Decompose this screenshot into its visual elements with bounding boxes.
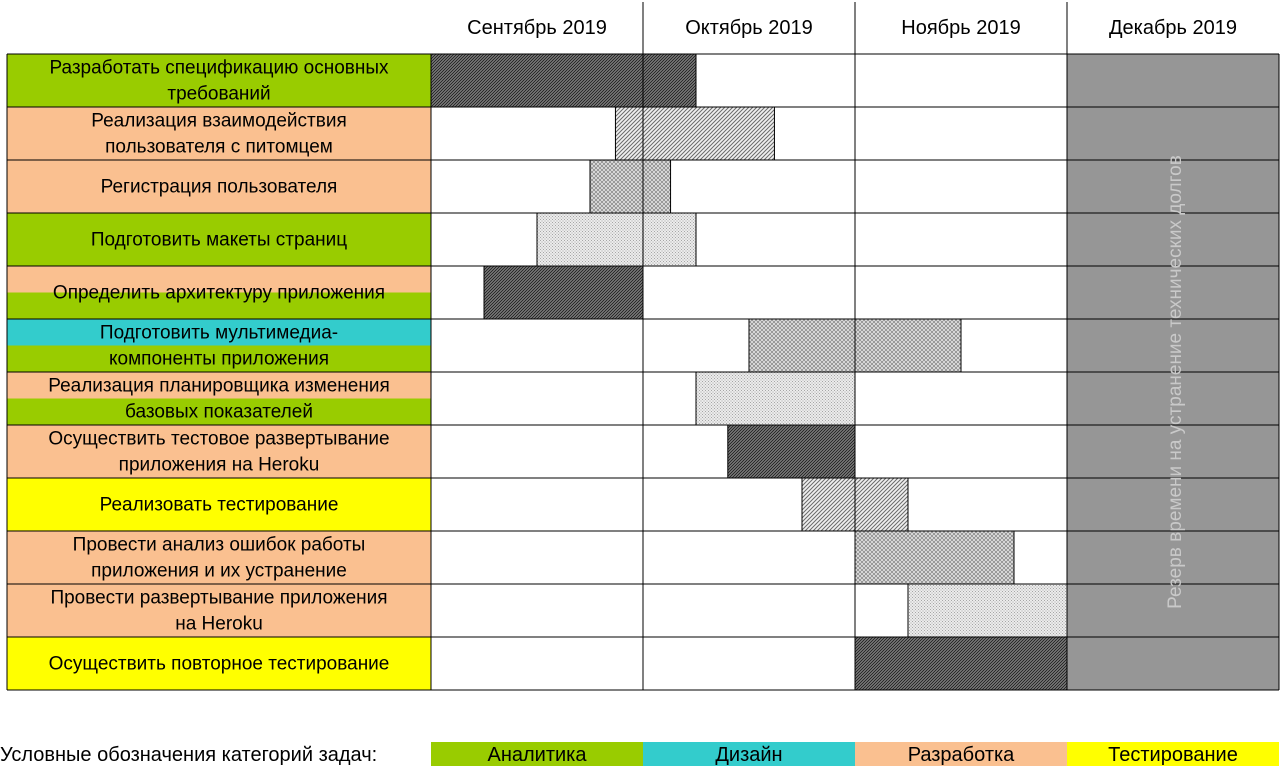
task-label: Провести анализ ошибок работы bbox=[73, 535, 366, 556]
task-label: на Heroku bbox=[175, 614, 263, 635]
task-bar bbox=[614, 106, 775, 161]
legend-swatch-analytics bbox=[431, 742, 643, 766]
task-label: компоненты приложения bbox=[109, 349, 329, 370]
task-category-fill bbox=[7, 398, 431, 425]
task-category-fill bbox=[7, 292, 431, 319]
legend-swatch-development bbox=[855, 742, 1067, 766]
task-category-fill bbox=[7, 425, 431, 478]
legend-title: Условные обозначения категорий задач: bbox=[0, 744, 377, 766]
task-category-fill bbox=[7, 213, 431, 266]
legend-swatch-testing bbox=[1067, 742, 1279, 766]
legend-label-design: Дизайн bbox=[715, 744, 782, 766]
legend-swatch-design bbox=[643, 742, 855, 766]
task-category-fill bbox=[7, 266, 431, 293]
month-header: Декабрь 2019 bbox=[1109, 17, 1237, 39]
task-category-fill bbox=[7, 319, 431, 346]
labels: Разработать спецификацию основных требова… bbox=[0, 17, 1238, 766]
month-header: Сентябрь 2019 bbox=[467, 17, 607, 39]
task-label: Провести развертывание приложения bbox=[50, 588, 387, 609]
task-bar bbox=[589, 159, 672, 214]
task-category-fill bbox=[7, 107, 431, 160]
task-label: пользователя с питомцем bbox=[105, 137, 333, 158]
task-category-fill bbox=[7, 531, 431, 584]
task-label: Реализовать тестирование bbox=[100, 495, 339, 516]
month-header: Октябрь 2019 bbox=[685, 17, 813, 39]
task-label: Подготовить макеты страниц bbox=[91, 230, 347, 251]
task-label: Подготовить мультимедиа- bbox=[100, 323, 338, 344]
task-label: Осуществить тестовое развертывание bbox=[48, 429, 389, 450]
reserve-label: Резерв времени на устранение технических… bbox=[1165, 155, 1186, 609]
task-label: Реализация планировщика изменения bbox=[48, 376, 390, 397]
task-label: Реализация взаимодействия bbox=[91, 111, 346, 132]
task-label: требований bbox=[167, 84, 270, 105]
task-bar bbox=[854, 530, 1015, 585]
task-bar bbox=[483, 265, 644, 320]
task-label: приложения и их устранение bbox=[91, 561, 347, 582]
task-bar bbox=[727, 424, 856, 479]
task-category-fill bbox=[7, 372, 431, 399]
task-category-fill bbox=[7, 345, 431, 372]
legend-label-testing: Тестирование bbox=[1108, 744, 1238, 766]
task-label: Разработать спецификацию основных bbox=[49, 58, 389, 79]
task-label: Осуществить повторное тестирование bbox=[49, 654, 390, 675]
task-bar bbox=[695, 371, 856, 426]
task-label: Регистрация пользователя bbox=[101, 177, 338, 198]
task-label: приложения на Heroku bbox=[119, 455, 320, 476]
task-category-fill bbox=[7, 478, 431, 531]
task-bar bbox=[536, 212, 697, 267]
grid-lines bbox=[6, 2, 1280, 691]
task-category-fill bbox=[7, 584, 431, 637]
task-bar bbox=[430, 53, 697, 108]
task-bar bbox=[907, 583, 1068, 638]
month-header: Ноябрь 2019 bbox=[901, 17, 1020, 39]
legend-label-development: Разработка bbox=[908, 744, 1015, 766]
task-category-fill bbox=[7, 160, 431, 213]
task-category-fill bbox=[7, 54, 431, 107]
task-bar bbox=[854, 636, 1068, 691]
task-label: базовых показателей bbox=[125, 402, 313, 423]
task-label: Определить архитектуру приложения bbox=[53, 283, 385, 304]
legend-label-analytics: Аналитика bbox=[488, 744, 588, 766]
task-category-fill bbox=[7, 637, 431, 690]
